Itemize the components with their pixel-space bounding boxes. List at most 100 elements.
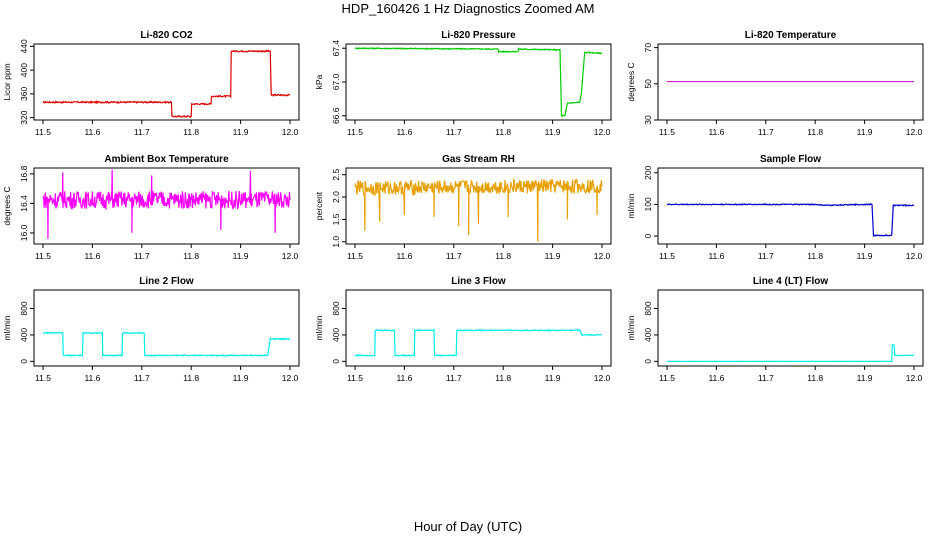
x-tick-label: 11.5 xyxy=(35,251,51,261)
x-tick-label: 11.5 xyxy=(347,127,363,137)
y-axis-label: degrees C xyxy=(2,186,12,225)
x-tick-label: 11.6 xyxy=(708,251,724,261)
y-tick-label: 1.5 xyxy=(331,213,341,225)
x-tick-label: 11.5 xyxy=(659,373,675,383)
figure-title: HDP_160426 1 Hz Diagnostics Zoomed AM xyxy=(342,1,595,16)
x-tick-label: 11.9 xyxy=(857,251,873,261)
x-tick-label: 11.8 xyxy=(495,251,511,261)
y-tick-label: 100 xyxy=(643,197,653,211)
x-tick-label: 11.6 xyxy=(84,251,100,261)
y-axis-label: ml/min xyxy=(626,315,636,340)
x-tick-label: 11.8 xyxy=(183,127,199,137)
series-line xyxy=(666,202,915,238)
y-tick-label: 2.0 xyxy=(331,191,341,203)
x-tick-label: 12.0 xyxy=(594,127,611,137)
x-tick-label: 11.9 xyxy=(233,373,249,383)
chart-panel: Line 3 Flow 11.5 11.6 11.7 11.8 11.9 12.0 0 400 8… xyxy=(314,276,612,383)
chart-panel: Sample Flow 11.5 11.6 11.7 11.8 11.9 12.0 0 100 2… xyxy=(626,154,924,261)
y-tick-label: 800 xyxy=(19,301,29,315)
y-tick-label: 400 xyxy=(19,63,29,77)
chart-panel: Line 4 (LT) Flow 11.5 11.6 11.7 11.8 11.9 12.0… xyxy=(626,276,924,383)
y-tick-label: 16.0 xyxy=(19,224,29,241)
series-line xyxy=(42,49,291,118)
x-tick-label: 12.0 xyxy=(282,251,299,261)
x-tick-label: 11.7 xyxy=(134,373,150,383)
y-tick-label: 320 xyxy=(19,110,29,124)
plot-frame xyxy=(33,289,300,367)
x-tick-label: 11.6 xyxy=(396,251,412,261)
y-tick-label: 2.5 xyxy=(331,169,341,181)
x-tick-label: 12.0 xyxy=(594,251,611,261)
x-tick-label: 11.6 xyxy=(84,373,100,383)
y-tick-label: 67.4 xyxy=(331,40,341,57)
x-tick-label: 11.7 xyxy=(134,127,150,137)
x-tick-label: 11.7 xyxy=(758,127,774,137)
plot-frame xyxy=(345,289,612,367)
y-axis-label: ml/min xyxy=(626,193,636,218)
x-tick-label: 12.0 xyxy=(906,127,923,137)
x-tick-label: 11.9 xyxy=(857,373,873,383)
x-tick-label: 11.8 xyxy=(495,127,511,137)
panel-title: Sample Flow xyxy=(760,154,821,165)
x-tick-label: 11.9 xyxy=(233,251,249,261)
y-axis-label: degrees C xyxy=(626,62,636,101)
x-tick-label: 11.9 xyxy=(545,373,561,383)
x-tick-label: 11.5 xyxy=(659,251,675,261)
x-tick-label: 11.6 xyxy=(396,373,412,383)
panel-title: Line 4 (LT) Flow xyxy=(753,276,829,287)
panel-title: Li-820 Temperature xyxy=(745,30,837,41)
y-tick-label: 67.0 xyxy=(331,73,341,90)
y-tick-label: 70 xyxy=(643,43,653,53)
plot-frame xyxy=(345,43,612,121)
y-axis-label: kPa xyxy=(314,74,324,89)
y-tick-label: 16.8 xyxy=(19,165,29,182)
series-line xyxy=(666,344,915,363)
x-tick-label: 11.5 xyxy=(347,373,363,383)
x-tick-label: 11.7 xyxy=(758,373,774,383)
panel-title: Line 2 Flow xyxy=(139,276,194,287)
y-tick-label: 0 xyxy=(643,359,653,364)
y-tick-label: 400 xyxy=(643,328,653,342)
y-tick-label: 800 xyxy=(643,301,653,315)
x-tick-label: 12.0 xyxy=(906,373,923,383)
panel-title: Li-820 Pressure xyxy=(441,30,516,41)
x-tick-label: 11.7 xyxy=(758,251,774,261)
y-tick-label: 800 xyxy=(331,301,341,315)
x-tick-label: 11.9 xyxy=(233,127,249,137)
x-tick-label: 11.8 xyxy=(495,373,511,383)
x-tick-label: 12.0 xyxy=(282,127,299,137)
panel-title: Ambient Box Temperature xyxy=(104,154,229,165)
panel-title: Line 3 Flow xyxy=(451,276,506,287)
y-axis-label: Licor ppm xyxy=(2,63,12,100)
chart-panel: Li-820 CO2 11.5 11.6 11.7 11.8 11.9 12.0 320 360… xyxy=(2,30,300,137)
chart-panels: Li-820 CO2 11.5 11.6 11.7 11.8 11.9 12.0 320 360… xyxy=(2,30,924,383)
x-tick-label: 11.5 xyxy=(347,251,363,261)
x-tick-label: 12.0 xyxy=(594,373,611,383)
x-tick-label: 11.7 xyxy=(446,127,462,137)
y-axis-label: ml/min xyxy=(314,315,324,340)
y-axis-label: ml/min xyxy=(2,315,12,340)
plot-frame xyxy=(33,43,300,121)
x-tick-label: 11.6 xyxy=(708,127,724,137)
y-tick-label: 66.6 xyxy=(331,107,341,124)
plot-frame xyxy=(345,167,612,245)
y-tick-label: 0 xyxy=(331,359,341,364)
x-tick-label: 11.9 xyxy=(545,127,561,137)
y-tick-label: 400 xyxy=(331,328,341,342)
x-tick-label: 11.9 xyxy=(545,251,561,261)
x-tick-label: 11.5 xyxy=(35,373,51,383)
panel-title: Li-820 CO2 xyxy=(140,30,193,41)
x-tick-label: 11.6 xyxy=(84,127,100,137)
y-tick-label: 50 xyxy=(643,79,653,89)
series-line xyxy=(354,47,603,118)
y-tick-label: 360 xyxy=(19,87,29,101)
series-line xyxy=(354,328,603,358)
series-line xyxy=(42,169,291,239)
x-tick-label: 11.8 xyxy=(807,373,823,383)
series-line xyxy=(354,177,603,242)
series-line xyxy=(42,330,291,357)
plot-frame xyxy=(657,167,924,245)
chart-panel: Gas Stream RH 11.5 11.6 11.7 11.8 11.9 12.0 1.0… xyxy=(314,154,612,261)
y-axis-label: percent xyxy=(314,191,324,220)
x-tick-label: 11.8 xyxy=(183,251,199,261)
